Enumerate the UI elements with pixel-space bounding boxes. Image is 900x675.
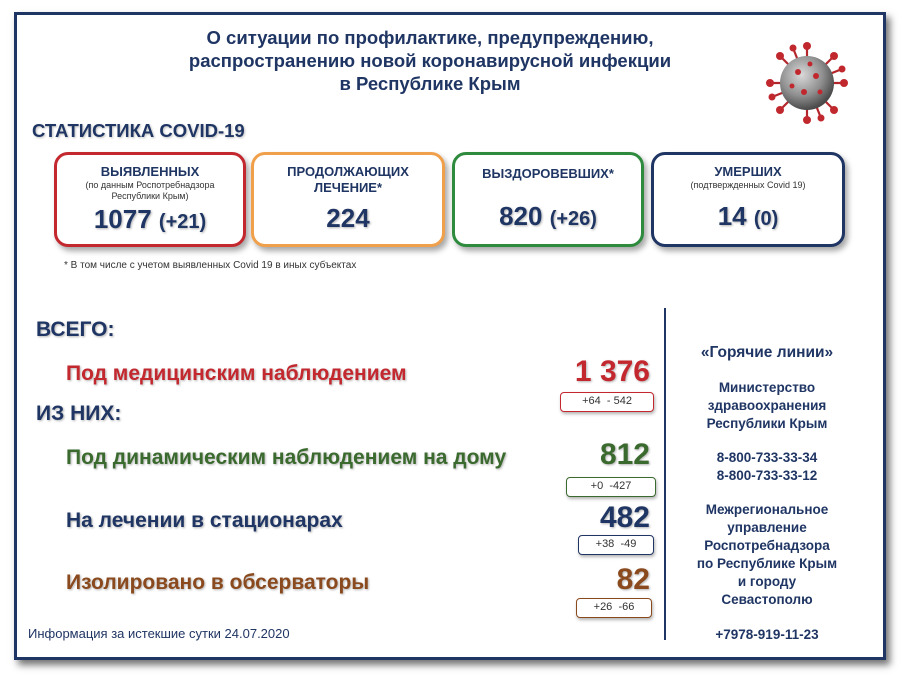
row-hospital-label: На лечении в стационарах — [66, 509, 343, 532]
row-home-plus: +0 — [590, 480, 604, 492]
row-medical-plus: +64 — [582, 395, 601, 407]
card-detected-value: 1077 — [93, 204, 152, 234]
hotlines-ministry-3: Республики Крым — [706, 416, 828, 431]
page-title: О ситуации по профилактике, предупрежден… — [150, 26, 710, 95]
row-observatory-value: 82 — [616, 563, 650, 596]
card-detected-delta: (+21) — [158, 211, 207, 233]
title-line-1: О ситуации по профилактике, предупрежден… — [206, 27, 654, 48]
row-home-delta: +0 -427 — [566, 477, 656, 497]
card-deaths-title: УМЕРШИХ — [714, 164, 782, 179]
row-hospital-value: 482 — [599, 501, 650, 534]
row-observatory-label: Изолировано в обсерваторы — [66, 571, 370, 594]
card-deaths: УМЕРШИХ (подтвержденных Covid 19) 14 (0) — [651, 152, 845, 247]
card-treatment-title-1: ПРОДОЛЖАЮЩИХ — [287, 164, 409, 179]
row-medical-label: Под медицинским наблюдением — [66, 362, 407, 385]
title-line-2: распространению новой коронавирусной инф… — [188, 50, 672, 71]
card-detected-sub-1: (по данным Роспотребнадзора — [85, 180, 215, 190]
infographic-frame — [14, 12, 886, 660]
footnote: * В том числе с учетом выявленных Covid … — [64, 260, 357, 271]
hotlines-rpn-5: и городу — [737, 574, 797, 589]
hotlines-ministry-1: Министерство — [718, 380, 816, 395]
row-medical-value: 1 376 — [574, 355, 650, 388]
row-hospital-delta: +38 -49 — [578, 535, 654, 555]
hotlines-panel: «Горячие линии» Министерство здравоохран… — [672, 344, 862, 644]
row-home-value: 812 — [599, 438, 650, 471]
card-recovered-value-line: 820 (+26) — [455, 201, 641, 232]
hotlines-ministry-2: здравоохранения — [707, 398, 827, 413]
statistics-heading: СТАТИСТИКА COVID-19 — [32, 120, 245, 141]
card-recovered-title: ВЫЗДОРОВЕВШИХ* — [482, 166, 614, 181]
vertical-divider — [664, 308, 666, 640]
card-treatment-value: 224 — [326, 203, 370, 233]
hotlines-rpn-6: Севастополю — [721, 592, 813, 607]
card-detected: ВЫЯВЛЕННЫХ (по данным Роспотребнадзора Р… — [54, 152, 246, 247]
card-detected-title: ВЫЯВЛЕННЫХ — [100, 164, 200, 179]
hotlines-rpn-4: по Республике Крым — [696, 556, 838, 571]
coronavirus-icon — [766, 42, 848, 124]
card-deaths-sub: (подтвержденных Covid 19) — [690, 180, 806, 190]
title-line-3: в Республике Крым — [339, 73, 521, 94]
hotlines-phone-1: 8-800-733-33-34 — [716, 450, 818, 465]
hotlines-rpn-1: Межрегиональное — [705, 502, 829, 517]
card-treatment-title-2: ЛЕЧЕНИЕ* — [313, 180, 383, 195]
card-detected-value-line: 1077 (+21) — [57, 204, 243, 235]
hotlines-phone-3: +7978-919-11-23 — [715, 627, 819, 642]
row-medical-minus: - 542 — [606, 395, 632, 407]
row-medical-delta: +64 - 542 — [560, 392, 654, 412]
card-detected-sub-2: Республики Крым) — [111, 191, 189, 201]
card-deaths-delta: (0) — [753, 208, 779, 230]
row-hospital-plus: +38 — [595, 538, 615, 550]
total-label: ВСЕГО: — [36, 318, 115, 341]
row-observatory-plus: +26 — [593, 601, 613, 613]
card-deaths-value: 14 — [717, 201, 747, 231]
hotlines-title: «Горячие линии» — [700, 344, 834, 361]
row-observatory-delta: +26 -66 — [576, 598, 652, 618]
card-recovered-delta: (+26) — [549, 208, 597, 230]
of-them-label: ИЗ НИХ: — [36, 402, 122, 425]
row-home-label: Под динамическим наблюдением на дому — [66, 446, 507, 469]
row-observatory-minus: -66 — [618, 601, 635, 613]
row-hospital-minus: -49 — [620, 538, 637, 550]
hotlines-rpn-2: управление — [727, 520, 807, 535]
row-home-minus: -427 — [609, 480, 632, 492]
card-treatment: ПРОДОЛЖАЮЩИХ ЛЕЧЕНИЕ* 224 — [251, 152, 445, 247]
hotlines-rpn-3: Роспотребнадзора — [704, 538, 830, 553]
card-recovered: ВЫЗДОРОВЕВШИХ* 820 (+26) — [452, 152, 644, 247]
card-deaths-value-line: 14 (0) — [654, 201, 842, 232]
card-recovered-value: 820 — [499, 201, 543, 231]
hotlines-phone-2: 8-800-733-33-12 — [716, 468, 818, 483]
info-date: Информация за истекшие сутки 24.07.2020 — [28, 626, 290, 641]
